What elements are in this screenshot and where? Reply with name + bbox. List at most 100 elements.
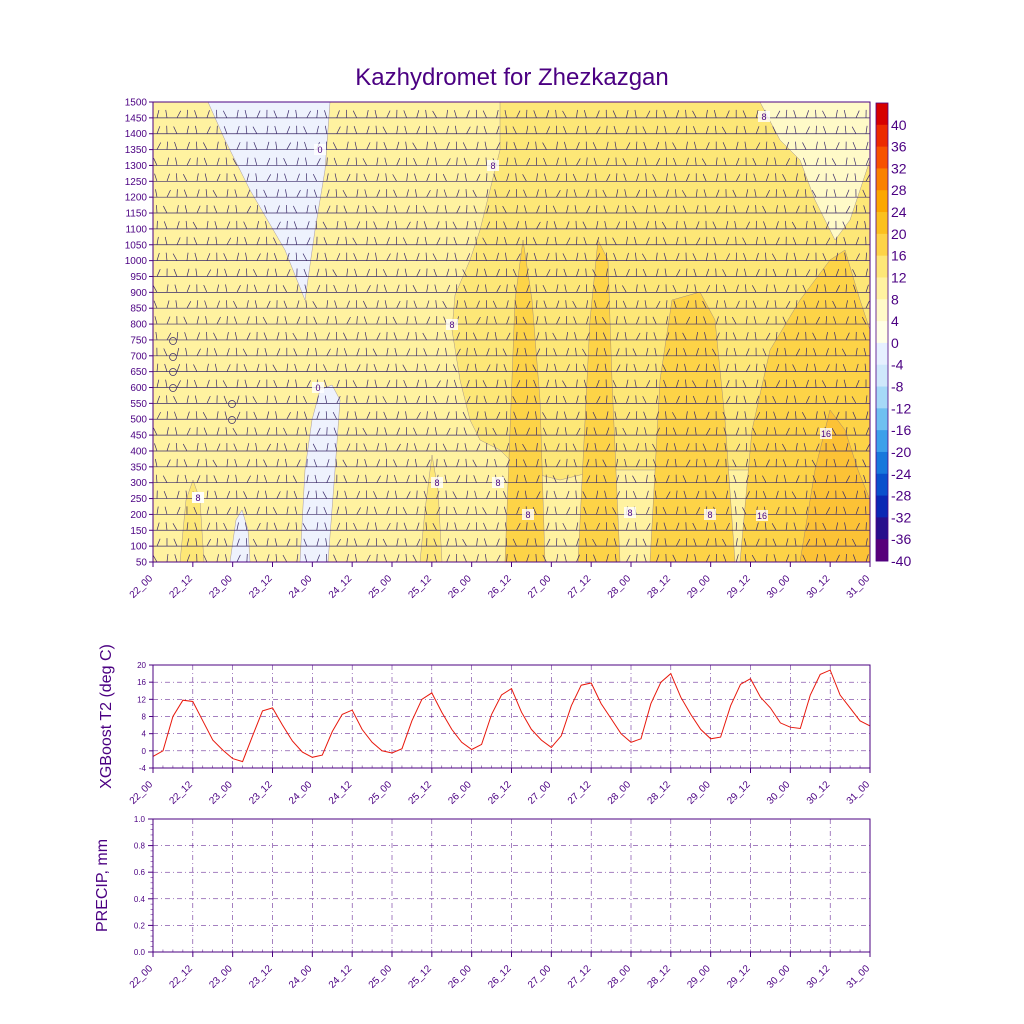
wind-barb-flag: [534, 395, 537, 404]
wind-barb-flag: [223, 522, 228, 531]
wind-barb-flag: [815, 268, 818, 277]
wind-barb-flag: [305, 300, 308, 309]
wind-barb-flag: [413, 443, 417, 452]
colorbar-label: -8: [891, 379, 904, 395]
wind-barb-flag: [346, 173, 351, 182]
wind-barb-flag: [576, 379, 578, 388]
contour-label: 8: [434, 478, 439, 488]
wind-barb-flag: [673, 300, 677, 309]
x-tick-label: 24_00: [287, 779, 315, 807]
wind-barb-flag: [616, 221, 621, 230]
x-tick-label: 22_00: [128, 963, 156, 991]
wind-barb-flag: [535, 553, 537, 562]
colorbar-label: -36: [891, 531, 911, 547]
wind-barb-flag: [372, 205, 377, 214]
wind-barb-flag: [425, 379, 427, 388]
wind-barb-flag: [665, 141, 667, 150]
wind-barb-flag: [316, 268, 320, 277]
wind-barb-flag: [416, 490, 418, 499]
wind-barb-flag: [755, 474, 757, 483]
wind-barb-flag: [352, 110, 358, 119]
wind-barb-flag: [165, 109, 168, 118]
wind-barb-flag: [413, 300, 417, 309]
colorbar-label: 16: [891, 248, 907, 264]
wind-barb-flag: [193, 364, 198, 372]
wind-barb-flag: [383, 554, 388, 562]
wind-barb-flag: [735, 125, 738, 134]
wind-barb-flag: [476, 141, 479, 150]
wind-barb-flag: [452, 221, 457, 230]
wind-barb-flag: [285, 331, 288, 340]
wind-barb-flag: [246, 189, 251, 198]
wind-barb-flag: [823, 268, 827, 277]
wind-barb-flag: [173, 268, 178, 277]
wind-barb-flag: [446, 411, 450, 420]
wind-barb-flag: [843, 237, 847, 245]
wind-barb-flag: [626, 142, 631, 150]
wind-barb-flag: [544, 173, 547, 182]
wind-barb-flag: [415, 189, 417, 198]
wind-barb-flag: [472, 332, 477, 341]
wind-barb-flag: [715, 332, 720, 341]
wind-barb-flag: [374, 379, 378, 388]
wind-barb-flag: [346, 141, 349, 150]
calm-marker: [169, 353, 177, 361]
wind-barb-flag: [734, 220, 737, 229]
wind-barb-flag: [496, 268, 500, 277]
wind-barb-flag: [576, 427, 581, 436]
wind-barb-flag: [586, 300, 588, 309]
wind-barb-flag: [446, 109, 448, 118]
wind-barb-flag: [304, 427, 308, 436]
wind-barb-flag: [596, 506, 600, 515]
wind-barb-flag: [685, 459, 691, 467]
wind-barb-flag: [845, 332, 850, 341]
x-tick-label: 24_12: [327, 963, 355, 991]
wind-barb-flag: [155, 189, 158, 198]
wind-barb-flag: [694, 157, 697, 166]
wind-barb-flag: [286, 236, 289, 245]
wind-barb-flag: [675, 490, 678, 499]
wind-barb-flag: [476, 538, 478, 547]
wind-barb-flag: [775, 380, 781, 388]
wind-barb-flag: [823, 411, 827, 420]
wind-barb-flag: [325, 538, 328, 547]
wind-barb-flag: [386, 253, 391, 261]
wind-barb-flag: [683, 490, 687, 499]
wind-barb-flag: [336, 522, 341, 531]
wind-barb-flag: [805, 126, 810, 134]
wind-barb-flag: [283, 300, 288, 309]
wind-barb-flag: [755, 142, 761, 150]
wind-barb-flag: [346, 157, 350, 166]
wind-barb-flag: [586, 332, 590, 341]
wind-barb-flag: [425, 252, 427, 261]
wind-barb-flag: [286, 522, 290, 531]
wind-barb-flag: [256, 522, 261, 531]
wind-barb-flag: [655, 522, 658, 531]
wind-barb-flag: [313, 189, 318, 198]
wind-barb-flag: [613, 395, 617, 404]
wind-barb-flag: [813, 348, 817, 356]
wind-barb-flag: [502, 475, 507, 483]
wind-barb-flag: [506, 157, 509, 166]
wind-barb-flag: [306, 347, 310, 356]
wind-barb-flag: [415, 331, 417, 340]
wind-barb-flag: [513, 554, 517, 562]
colorbar-label: -20: [891, 444, 911, 460]
wind-barb-flag: [596, 379, 600, 388]
wind-barb-flag: [362, 158, 368, 166]
wind-barb-flag: [236, 506, 238, 515]
wind-barb-flag: [406, 102, 407, 103]
wind-barb-flag: [246, 332, 251, 341]
wind-barb-flag: [566, 474, 569, 483]
wind-barb-flag: [224, 141, 228, 150]
wind-barb-flag: [335, 458, 338, 467]
wind-barb-flag: [306, 506, 311, 515]
wind-barb-flag: [392, 316, 397, 325]
wind-barb-flag: [593, 284, 597, 293]
colorbar-swatch: [876, 190, 888, 213]
wind-barb-flag: [685, 411, 688, 420]
wind-barb-flag: [685, 284, 689, 293]
wind-barb-flag: [755, 236, 758, 245]
wind-barb-flag: [552, 332, 557, 341]
wind-barb-flag: [196, 443, 199, 452]
